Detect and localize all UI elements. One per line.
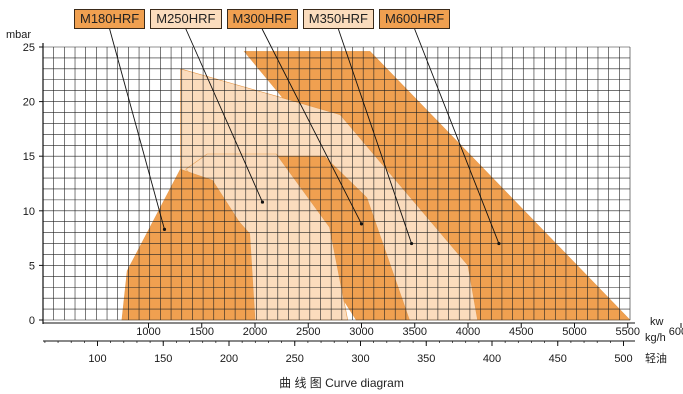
leader-dot-m600hrf: [497, 241, 501, 246]
legend-item-m300hrf: M300HRF: [226, 9, 298, 29]
leader-line-m350hrf: [337, 28, 412, 244]
x-unit-top: kw: [650, 316, 664, 328]
x-tick-label-bottom: 300: [351, 353, 369, 365]
chart-caption: 曲 线 图 Curve diagram: [279, 376, 404, 390]
x-tick-label-top: 4500: [509, 326, 533, 338]
x-tick-label-top: 5500: [616, 326, 640, 338]
x-tick-label-top: 6000: [669, 326, 683, 338]
x-unit-bottom-1: kg/h: [645, 332, 666, 344]
y-tick-label: 0: [29, 315, 35, 327]
x-tick-label-bottom: 150: [154, 353, 172, 365]
tick-labels: 0 5 10 15 20 25 1000 1500 2000 2500 3000 3500 4000 45…: [23, 42, 683, 365]
legend: M180HRF M250HRF M300HRF M350HRF M600HRF: [74, 9, 451, 29]
x-tick-label-bottom: 100: [88, 353, 106, 365]
area-m180hrf: [121, 168, 256, 321]
x-tick-label-bottom: 350: [417, 353, 435, 365]
x-tick-label-bottom: 500: [614, 353, 632, 365]
x-tick-label-bottom: 400: [483, 353, 501, 365]
x-tick-label-top: 1500: [190, 326, 214, 338]
y-tick-label: 20: [23, 97, 35, 109]
x-unit-bottom-2: 轻油: [645, 351, 667, 365]
y-tick-label: 15: [23, 151, 35, 163]
x-tick-label-top: 2500: [296, 326, 320, 338]
series-areas: [121, 51, 631, 321]
x-tick-label-bottom: 200: [220, 353, 238, 365]
y-tick-label: 5: [29, 260, 35, 272]
annotations: [109, 28, 501, 246]
leader-line-m250hrf: [185, 28, 263, 203]
y-tick-label: 25: [23, 42, 35, 54]
x-tick-label-bottom: 250: [286, 353, 304, 365]
leader-line-m180hrf: [109, 28, 165, 230]
x-tick-label-top: 1000: [136, 326, 160, 338]
legend-item-m350hrf: M350HRF: [302, 9, 374, 29]
x-tick-label-top: 3000: [349, 326, 373, 338]
x-tick-label-top: 5000: [562, 326, 586, 338]
legend-item-m600hrf: M600HRF: [379, 9, 451, 29]
y-tick-label: 10: [23, 206, 35, 218]
leader-dot-m180hrf: [162, 227, 167, 231]
legend-item-m250hrf: M250HRF: [150, 9, 222, 29]
legend-item-m180hrf: M180HRF: [74, 9, 146, 29]
x-tick-label-bottom: 450: [549, 353, 567, 365]
leader-dot-m350hrf: [409, 241, 414, 246]
y-unit-label: mbar: [6, 29, 31, 41]
gridlines: [42, 46, 631, 321]
x-tick-label-top: 2000: [243, 326, 267, 338]
leader-line-m600hrf: [414, 28, 500, 244]
leader-dot-m300hrf: [359, 222, 364, 226]
x-tick-label-top: 4000: [456, 326, 480, 338]
leader-dot-m250hrf: [260, 200, 265, 204]
x-tick-label-top: 3500: [403, 326, 427, 338]
axes: [42, 43, 635, 342]
leader-line-m300hrf: [261, 28, 362, 225]
